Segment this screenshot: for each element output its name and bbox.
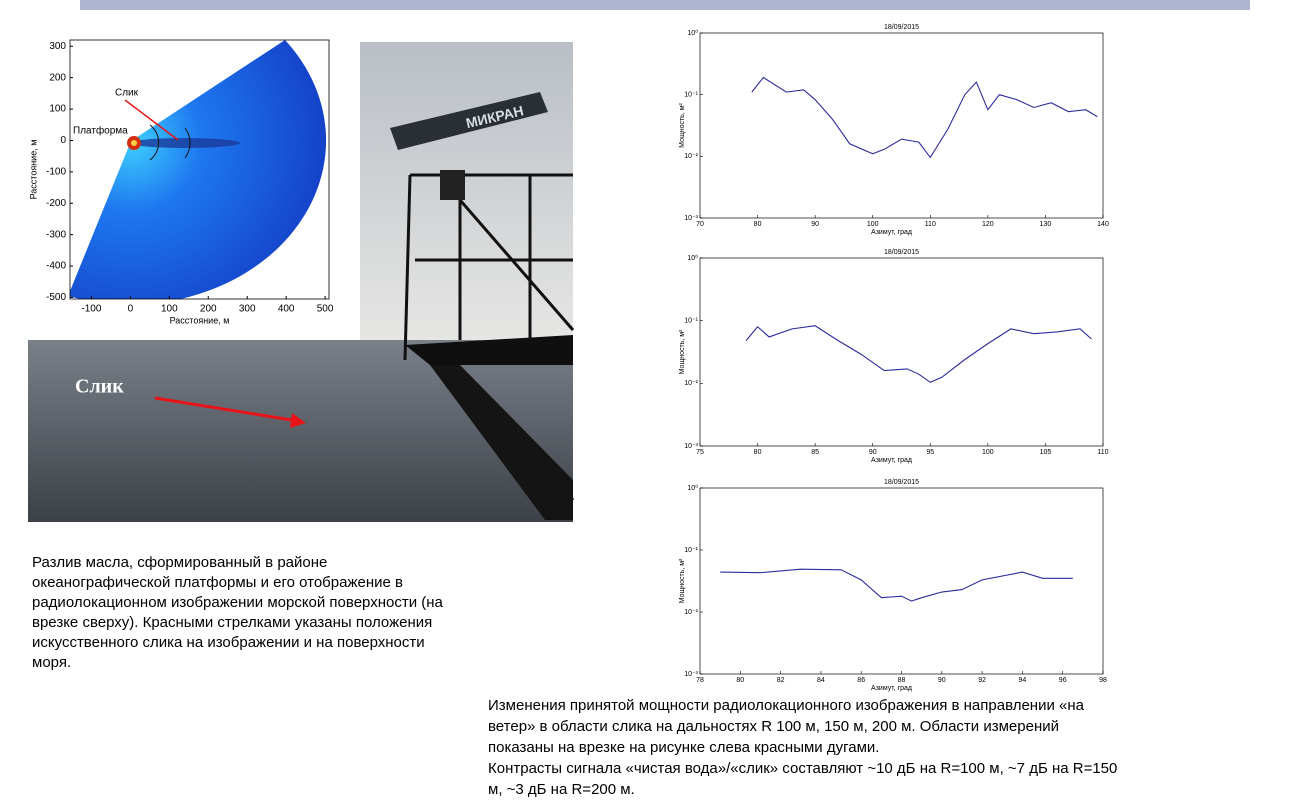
x-tick-label: 80 — [736, 677, 744, 684]
plot-area — [700, 258, 1103, 446]
x-tick-label: 100 — [982, 449, 994, 456]
slide: МИКРАН Слик -100010020030040050030020010… — [0, 0, 1291, 802]
y-tick-label: -500 — [46, 292, 66, 303]
x-axis-label: Азимут, град — [871, 457, 912, 464]
radar-inset: -100 0 100 200 300 400 500 300 200 100 0 -100 -200 -3… — [28, 30, 360, 340]
y-tick-label: 10⁻³ — [684, 671, 698, 678]
y-axis-label: Расстояние, м — [28, 140, 38, 200]
x-tick-label: 80 — [754, 221, 762, 228]
x-tick-label: 110 — [1097, 449, 1108, 456]
y-tick-label: 10⁰ — [687, 254, 698, 262]
x-tick-label: 95 — [926, 449, 934, 456]
x-tick-label: -100 — [81, 304, 101, 315]
x-tick-label: 140 — [1097, 221, 1109, 228]
x-tick-label: 70 — [696, 221, 704, 228]
x-tick-label: 80 — [754, 449, 762, 456]
x-tick-label: 85 — [811, 449, 819, 456]
chart-title: 18/09/2015 — [884, 479, 919, 486]
y-tick-label: 10⁻² — [684, 153, 698, 160]
y-axis-label: Мощность, м² — [679, 558, 686, 603]
photo-annotation: Слик — [75, 376, 124, 398]
x-tick-label: 92 — [978, 677, 986, 684]
y-tick-label: 10⁰ — [687, 29, 698, 37]
x-axis-label: Азимут, град — [871, 229, 912, 236]
plot-area — [700, 33, 1103, 218]
x-tick-label: 110 — [925, 221, 936, 228]
y-tick-label: 10⁻³ — [684, 443, 698, 450]
caption-line: м, ~3 дБ на R=200 м. — [488, 781, 635, 798]
x-tick-label: 105 — [1040, 449, 1052, 456]
x-tick-label: 300 — [239, 304, 256, 315]
y-tick-label: -300 — [46, 229, 66, 240]
y-tick-label: 10⁻¹ — [684, 318, 698, 325]
x-tick-label: 86 — [857, 677, 865, 684]
y-tick-label: -100 — [46, 166, 66, 177]
x-tick-label: 90 — [938, 677, 946, 684]
caption-line: Разлив масла, сформированный в районе — [32, 554, 327, 571]
y-tick-label: 10⁰ — [687, 484, 698, 492]
chart-title: 18/09/2015 — [884, 24, 919, 31]
caption-line: ветер» в области слика на дальностях R 1… — [488, 718, 1059, 735]
x-tick-label: 78 — [696, 677, 704, 684]
x-tick-label: 98 — [1099, 677, 1107, 684]
x-tick-label: 88 — [898, 677, 906, 684]
x-axis-label: Расстояние, м — [170, 315, 230, 325]
y-tick-label: 10⁻³ — [684, 215, 698, 222]
x-tick-label: 0 — [128, 304, 134, 315]
x-tick-label: 100 — [867, 221, 879, 228]
y-tick-label: 0 — [60, 135, 66, 146]
y-tick-label: 10⁻¹ — [684, 92, 698, 99]
x-tick-label: 200 — [200, 304, 217, 315]
x-tick-label: 400 — [278, 304, 295, 315]
x-tick-label: 90 — [811, 221, 819, 228]
x-tick-label: 94 — [1019, 677, 1027, 684]
x-tick-label: 96 — [1059, 677, 1067, 684]
data-line — [746, 326, 1091, 383]
x-tick-label: 84 — [817, 677, 825, 684]
caption-line: океанографической платформы и его отобра… — [32, 574, 403, 591]
caption-line: радиолокационном изображении морской пов… — [32, 594, 444, 611]
x-tick-label: 90 — [869, 449, 877, 456]
caption-line: искусственного слика на изображении и на… — [32, 634, 425, 651]
y-tick-label: 10⁻² — [684, 609, 698, 616]
title-band — [80, 0, 1250, 10]
y-axis-label: Мощность, м² — [679, 329, 686, 374]
x-tick-label: 130 — [1040, 221, 1052, 228]
x-tick-label: 100 — [161, 304, 178, 315]
y-tick-label: -400 — [46, 261, 66, 272]
x-tick-label: 500 — [317, 304, 334, 315]
y-tick-label: 10⁻¹ — [684, 547, 698, 554]
x-tick-label: 75 — [696, 449, 704, 456]
annotation: Слик — [115, 88, 139, 99]
data-line — [720, 569, 1073, 601]
caption-line: Изменения принятой мощности радиолокацио… — [488, 697, 1085, 714]
data-line — [752, 77, 1097, 157]
x-axis-label: Азимут, град — [871, 685, 912, 692]
y-tick-label: 100 — [49, 104, 66, 115]
caption-line: Контрасты сигнала «чистая вода»/«слик» с… — [488, 760, 1117, 777]
caption-line: моря. — [32, 654, 71, 671]
caption-line: врезке сверху). Красными стрелками указа… — [32, 614, 432, 631]
y-axis-label: Мощность, м² — [679, 102, 686, 147]
annotation: Платформа — [73, 125, 128, 137]
plot-area — [700, 488, 1103, 674]
x-tick-label: 82 — [777, 677, 785, 684]
x-tick-label: 120 — [982, 221, 994, 228]
y-tick-label: 200 — [49, 72, 66, 83]
y-tick-label: -200 — [46, 198, 66, 209]
y-tick-label: 300 — [49, 41, 66, 52]
caption-line: показаны на врезке на рисунке слева крас… — [488, 739, 879, 756]
chart-title: 18/09/2015 — [884, 249, 919, 256]
y-tick-label: 10⁻² — [684, 380, 698, 387]
